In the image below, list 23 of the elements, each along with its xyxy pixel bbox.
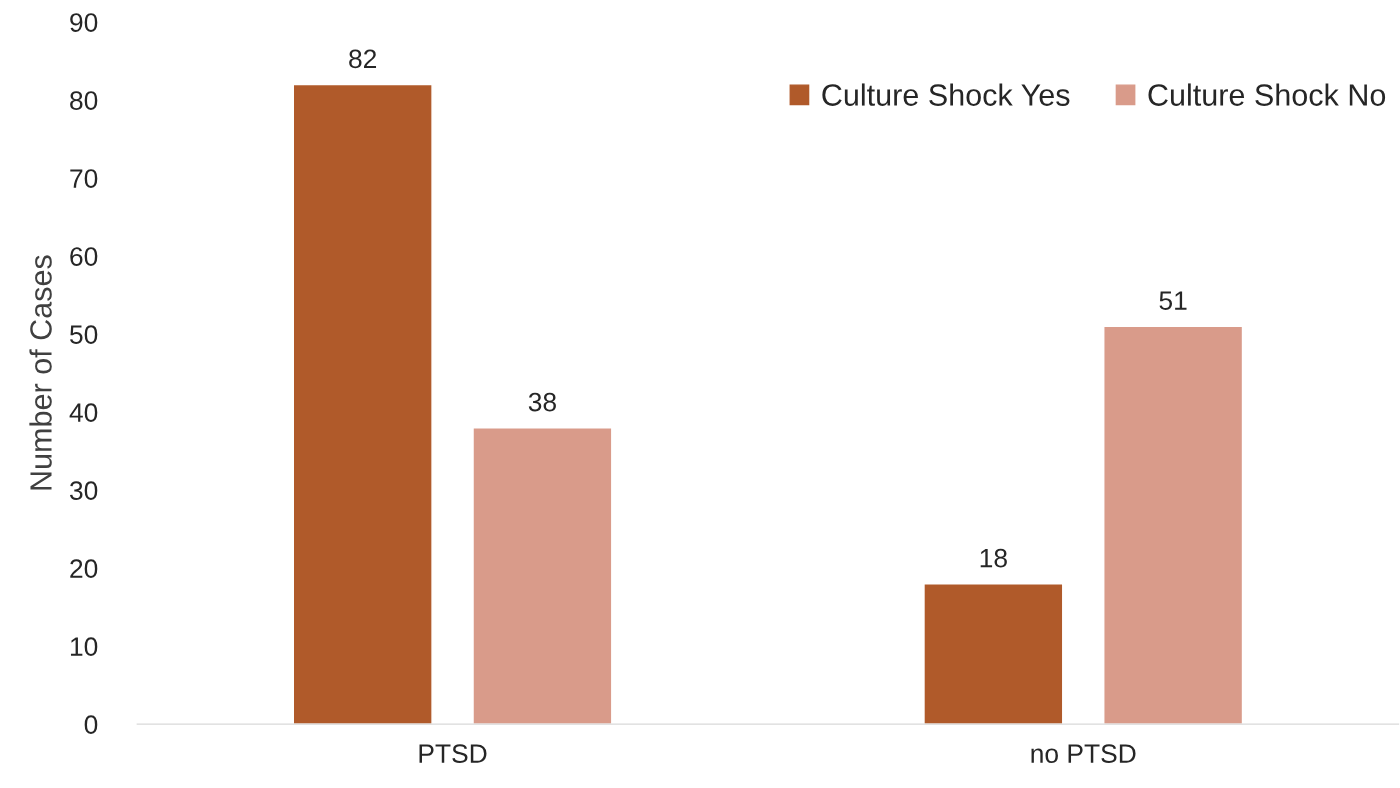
- y-tick-label: 30: [69, 481, 98, 500]
- x-tick-label: no PTSD: [1031, 744, 1136, 763]
- bar: [923, 583, 1064, 725]
- y-tick-label: 10: [70, 637, 98, 656]
- data-label: 18: [980, 548, 1007, 568]
- y-tick-label: 20: [70, 559, 98, 578]
- x-tick-label: PTSD: [419, 744, 487, 763]
- y-tick-label: 40: [69, 403, 98, 422]
- legend-label: Culture Shock No: [1148, 83, 1386, 106]
- y-tick-label: 50: [70, 325, 98, 344]
- y-axis-title: Number of Cases: [29, 255, 52, 490]
- y-tick-label: 60: [70, 247, 98, 266]
- y-tick-label: 0: [84, 715, 98, 734]
- legend-label: Culture Shock Yes: [822, 83, 1070, 106]
- data-label: 82: [349, 49, 377, 69]
- bar: [1103, 325, 1244, 725]
- data-label: 38: [528, 392, 556, 412]
- y-tick-label: 70: [70, 169, 98, 188]
- bar: [472, 427, 613, 725]
- y-tick-label: 90: [70, 13, 98, 32]
- data-label: 51: [1159, 291, 1187, 310]
- y-tick-label: 80: [70, 91, 98, 110]
- bar: [292, 83, 433, 725]
